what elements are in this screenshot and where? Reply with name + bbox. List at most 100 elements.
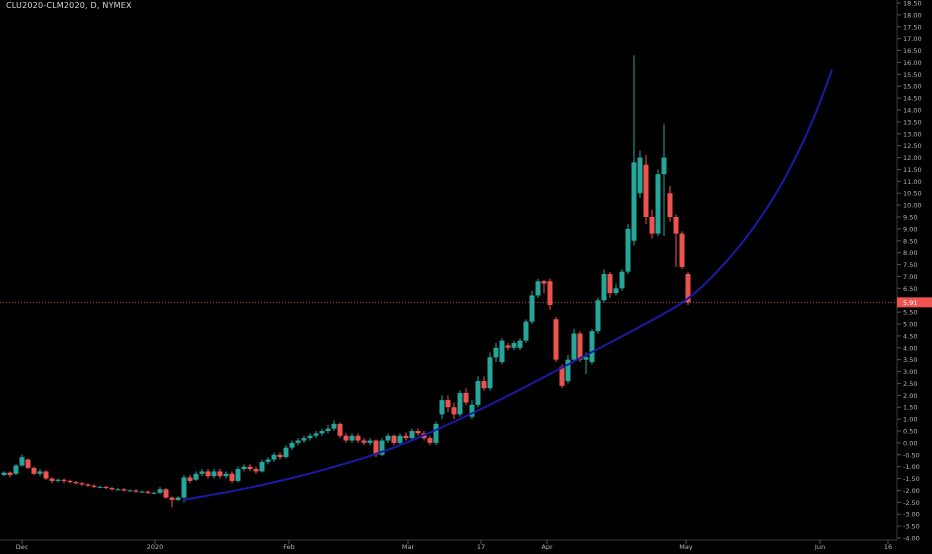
last-price-badge — [897, 297, 932, 308]
candle — [433, 421, 439, 446]
candle — [571, 328, 577, 363]
candle — [475, 376, 481, 408]
candle-body — [79, 483, 85, 485]
candle-body — [607, 274, 613, 294]
candle-body — [649, 217, 655, 234]
candle — [61, 478, 67, 484]
candle-body — [625, 228, 631, 272]
candle — [301, 435, 307, 443]
candle-body — [61, 479, 67, 481]
candle — [235, 466, 241, 483]
candle — [631, 55, 637, 246]
candle — [529, 290, 535, 324]
candle-body — [289, 442, 295, 448]
candle — [121, 488, 127, 492]
candle-body — [409, 431, 415, 439]
candle-body — [313, 433, 319, 436]
price-axis-label: 7.00 — [903, 273, 917, 281]
candle-body — [661, 157, 667, 175]
candle-body — [595, 300, 601, 332]
candle-body — [157, 489, 163, 493]
price-axis-label: 6.50 — [903, 285, 917, 293]
candle — [217, 469, 223, 479]
candle-body — [283, 447, 289, 458]
candle — [163, 488, 169, 499]
candle — [223, 471, 229, 479]
candle-body — [301, 438, 307, 441]
candle-body — [397, 435, 403, 443]
candle — [505, 343, 511, 351]
candle-body — [379, 440, 385, 455]
time-axis-label: May — [679, 543, 693, 550]
price-axis-label: -3.50 — [903, 523, 920, 531]
candle-body — [481, 381, 487, 389]
time-axis[interactable]: Dec 2020 Feb Mar 17 Apr May Jun 16 — [16, 540, 892, 551]
candle-body — [373, 440, 379, 455]
candle-body — [673, 217, 679, 234]
candle-body — [367, 440, 373, 443]
time-axis-label: 17 — [477, 543, 485, 550]
candle — [541, 280, 547, 294]
candle — [247, 464, 253, 472]
candle-body — [265, 459, 271, 462]
price-axis-label: 3.50 — [903, 356, 917, 364]
last-price-value: 5.91 — [903, 299, 917, 307]
candle-body — [685, 274, 691, 303]
candle — [151, 491, 157, 495]
candle-body — [139, 491, 145, 493]
candle-body — [679, 233, 685, 267]
candle — [457, 390, 463, 417]
candle — [403, 432, 409, 441]
candle-body — [19, 457, 25, 466]
candle-body — [613, 288, 619, 294]
candle-body — [73, 482, 79, 484]
candle-body — [235, 469, 241, 481]
candle-body — [67, 480, 73, 483]
candle — [355, 433, 361, 443]
candle-body — [415, 431, 421, 434]
price-axis-label: 10.50 — [903, 190, 922, 198]
candle-body — [187, 477, 193, 481]
candle — [619, 269, 625, 291]
price-axis-label: 12.00 — [903, 154, 922, 162]
candle — [589, 328, 595, 365]
candle-body — [85, 484, 91, 486]
candle-body — [325, 428, 331, 431]
candle-body — [517, 340, 523, 348]
candle-body — [511, 343, 517, 348]
candle — [103, 485, 109, 490]
candle-body — [31, 467, 37, 474]
price-axis[interactable]: -4.00 -3.50 -3.00 -2.50 -2.00 -1.50 -1.00 -0.50… — [897, 0, 922, 543]
candle — [181, 474, 187, 503]
candle — [367, 438, 373, 446]
price-axis-label: 0.50 — [903, 428, 917, 436]
candle-body — [451, 407, 457, 415]
candle-body — [583, 357, 589, 360]
candle-body — [199, 471, 205, 474]
candle — [115, 488, 121, 491]
candle-body — [571, 333, 577, 360]
candle-body — [577, 333, 583, 360]
candle — [553, 316, 559, 363]
candle-body — [7, 472, 13, 475]
time-axis-label: Jun — [814, 543, 825, 550]
candle-body — [457, 392, 463, 415]
candle-body — [469, 404, 475, 417]
candle — [451, 402, 457, 420]
candle-body — [217, 471, 223, 477]
price-axis-label: 11.50 — [903, 166, 922, 174]
price-axis-label: 1.50 — [903, 404, 917, 412]
candle — [613, 283, 619, 296]
price-axis-label: 9.50 — [903, 214, 917, 222]
candle-body — [439, 400, 445, 415]
candle-body — [493, 347, 499, 358]
curve-layer — [182, 69, 833, 501]
candle-body — [55, 479, 61, 481]
candle — [427, 435, 433, 446]
candle-body — [655, 174, 661, 234]
candle — [283, 445, 289, 459]
price-axis-label: 7.50 — [903, 261, 917, 269]
candle — [13, 464, 19, 475]
